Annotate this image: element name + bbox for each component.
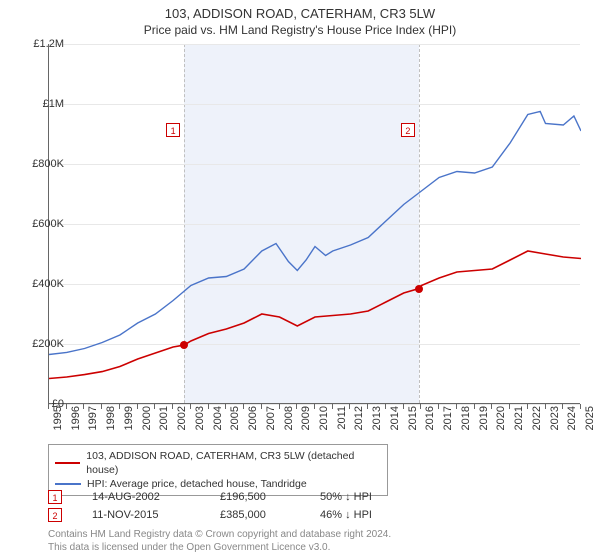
event-hpi-delta: 46% ↓ HPI bbox=[320, 509, 410, 521]
y-axis-tick-label: £200K bbox=[18, 338, 64, 350]
x-axis-tick-label: 2015 bbox=[407, 406, 419, 430]
x-axis-tick-label: 2022 bbox=[531, 406, 543, 430]
x-axis-tick bbox=[509, 404, 510, 409]
chart-plot-area: 12 bbox=[48, 44, 580, 404]
x-axis-tick bbox=[190, 404, 191, 409]
x-axis-tick bbox=[83, 404, 84, 409]
x-axis-tick bbox=[349, 404, 350, 409]
x-axis-tick-label: 2008 bbox=[283, 406, 295, 430]
sale-events-table: 1 14-AUG-2002 £196,500 50% ↓ HPI 2 11-NOV-201… bbox=[48, 488, 410, 524]
x-axis-tick bbox=[367, 404, 368, 409]
x-axis-tick-label: 2010 bbox=[318, 406, 330, 430]
footer-line-2: This data is licensed under the Open Gov… bbox=[48, 541, 391, 554]
x-axis-tick bbox=[491, 404, 492, 409]
x-axis-tick-label: 2025 bbox=[584, 406, 596, 430]
event-date: 11-NOV-2015 bbox=[92, 509, 190, 521]
legend-item: 103, ADDISON ROAD, CATERHAM, CR3 5LW (de… bbox=[55, 449, 381, 477]
x-axis-tick bbox=[154, 404, 155, 409]
x-axis-tick-label: 2021 bbox=[513, 406, 525, 430]
chart-container: 103, ADDISON ROAD, CATERHAM, CR3 5LW Pri… bbox=[0, 0, 600, 560]
x-axis-tick-label: 2000 bbox=[141, 406, 153, 430]
x-axis-tick-label: 2014 bbox=[389, 406, 401, 430]
event-date: 14-AUG-2002 bbox=[92, 491, 190, 503]
footer-line-1: Contains HM Land Registry data © Crown c… bbox=[48, 528, 391, 541]
x-axis-tick bbox=[208, 404, 209, 409]
x-axis-tick-label: 2005 bbox=[229, 406, 241, 430]
x-axis-tick bbox=[438, 404, 439, 409]
x-axis-tick bbox=[474, 404, 475, 409]
x-axis-tick-label: 2002 bbox=[176, 406, 188, 430]
event-price: £385,000 bbox=[220, 509, 290, 521]
event-marker: 2 bbox=[48, 508, 62, 522]
x-axis-tick bbox=[172, 404, 173, 409]
y-axis-tick-label: £600K bbox=[18, 218, 64, 230]
x-axis-tick bbox=[385, 404, 386, 409]
x-axis-tick-label: 2018 bbox=[460, 406, 472, 430]
x-axis-tick bbox=[279, 404, 280, 409]
x-axis-tick bbox=[119, 404, 120, 409]
line-series bbox=[49, 44, 581, 404]
x-axis-tick bbox=[296, 404, 297, 409]
x-axis-tick bbox=[332, 404, 333, 409]
x-axis-tick bbox=[261, 404, 262, 409]
legend-swatch bbox=[55, 483, 81, 485]
x-axis-tick-label: 2003 bbox=[194, 406, 206, 430]
x-axis-tick-label: 1998 bbox=[105, 406, 117, 430]
event-hpi-delta: 50% ↓ HPI bbox=[320, 491, 410, 503]
event-price: £196,500 bbox=[220, 491, 290, 503]
legend-swatch bbox=[55, 462, 80, 464]
x-axis-tick-label: 2011 bbox=[336, 406, 348, 430]
x-axis-tick-label: 2017 bbox=[442, 406, 454, 430]
x-axis-tick bbox=[580, 404, 581, 409]
x-axis-tick-label: 1999 bbox=[123, 406, 135, 430]
x-axis-tick bbox=[545, 404, 546, 409]
x-axis-tick-label: 2016 bbox=[424, 406, 436, 430]
x-axis-tick bbox=[225, 404, 226, 409]
x-axis-tick-label: 2020 bbox=[495, 406, 507, 430]
x-axis-tick bbox=[527, 404, 528, 409]
x-axis-tick-label: 2006 bbox=[247, 406, 259, 430]
title-main: 103, ADDISON ROAD, CATERHAM, CR3 5LW bbox=[0, 6, 600, 21]
x-axis-tick-label: 2024 bbox=[566, 406, 578, 430]
x-axis-tick bbox=[101, 404, 102, 409]
x-axis-tick bbox=[137, 404, 138, 409]
y-axis-tick-label: £800K bbox=[18, 158, 64, 170]
legend-label: 103, ADDISON ROAD, CATERHAM, CR3 5LW (de… bbox=[86, 449, 381, 477]
y-axis-tick-label: £1M bbox=[18, 98, 64, 110]
x-axis-tick bbox=[420, 404, 421, 409]
x-axis-tick-label: 2004 bbox=[212, 406, 224, 430]
footer-attribution: Contains HM Land Registry data © Crown c… bbox=[48, 528, 391, 554]
x-axis-tick-label: 2001 bbox=[158, 406, 170, 430]
x-axis-tick-label: 1996 bbox=[70, 406, 82, 430]
sale-event-row: 1 14-AUG-2002 £196,500 50% ↓ HPI bbox=[48, 488, 410, 506]
title-block: 103, ADDISON ROAD, CATERHAM, CR3 5LW Pri… bbox=[0, 0, 600, 37]
series-line bbox=[49, 112, 581, 355]
x-axis-tick bbox=[403, 404, 404, 409]
x-axis-tick bbox=[243, 404, 244, 409]
x-axis-tick-label: 1997 bbox=[87, 406, 99, 430]
x-axis-tick bbox=[66, 404, 67, 409]
title-sub: Price paid vs. HM Land Registry's House … bbox=[0, 23, 600, 37]
sale-event-row: 2 11-NOV-2015 £385,000 46% ↓ HPI bbox=[48, 506, 410, 524]
x-axis-tick-label: 2009 bbox=[300, 406, 312, 430]
x-axis-tick bbox=[314, 404, 315, 409]
x-axis-tick-label: 2013 bbox=[371, 406, 383, 430]
x-axis-tick bbox=[48, 404, 49, 409]
y-axis-tick-label: £400K bbox=[18, 278, 64, 290]
x-axis-tick-label: 2007 bbox=[265, 406, 277, 430]
y-axis-tick-label: £1.2M bbox=[18, 38, 64, 50]
series-line bbox=[49, 251, 581, 379]
x-axis-tick-label: 1995 bbox=[52, 406, 64, 430]
x-axis-tick-label: 2019 bbox=[478, 406, 490, 430]
x-axis-tick-label: 2023 bbox=[549, 406, 561, 430]
x-axis-tick bbox=[562, 404, 563, 409]
event-marker: 1 bbox=[48, 490, 62, 504]
x-axis-tick bbox=[456, 404, 457, 409]
x-axis-tick-label: 2012 bbox=[353, 406, 365, 430]
